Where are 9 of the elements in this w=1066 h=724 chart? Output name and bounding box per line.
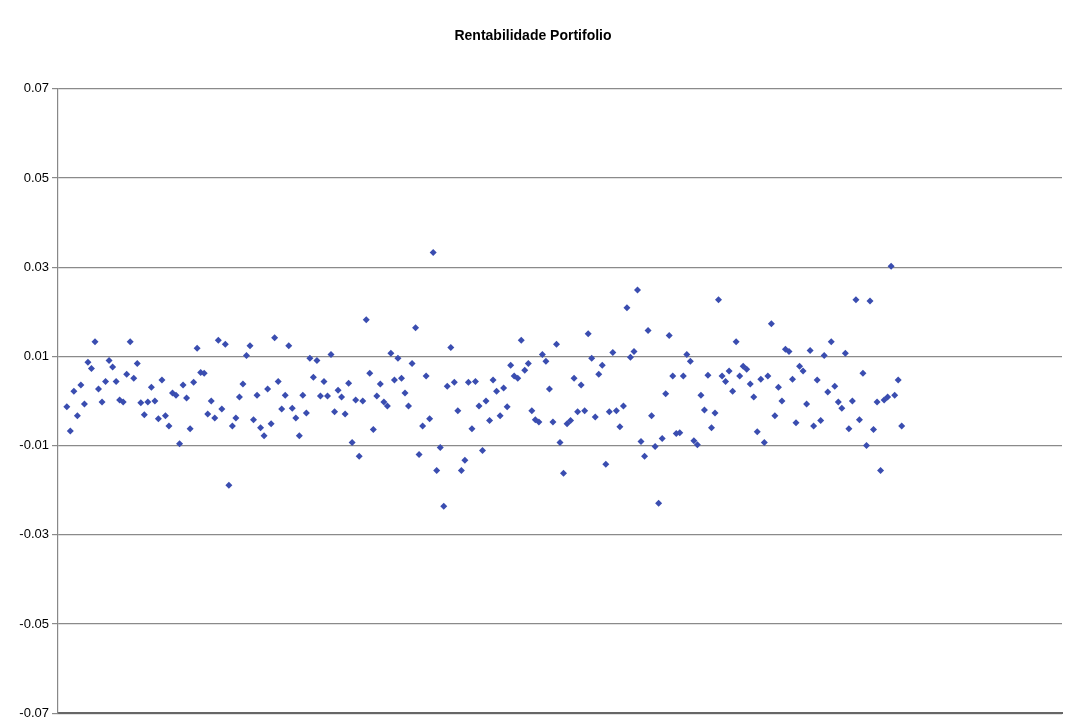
y-tick-label: -0.03 [19,526,49,542]
y-tick-label: 0.01 [23,347,49,363]
y-tick-label: 0.05 [23,169,49,185]
y-tick-label: 0.07 [23,80,49,96]
chart-title: Rentabilidade Portifolio [454,27,612,44]
y-tick-label: -0.01 [19,437,49,453]
y-tick-label: 0.03 [23,258,49,274]
y-tick-label: -0.05 [19,615,49,631]
y-tick-label: -0.07 [19,704,49,720]
